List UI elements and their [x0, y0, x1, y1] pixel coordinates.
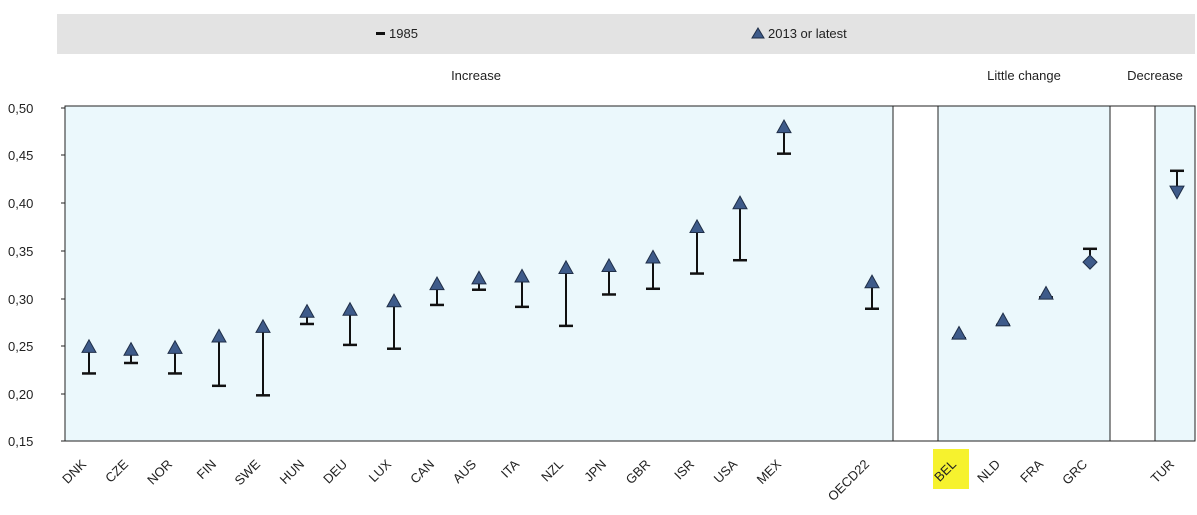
x-label-tur: TUR [1148, 457, 1177, 486]
point-bel [951, 325, 967, 340]
point-mex [776, 118, 792, 155]
marker-2013-usa [732, 195, 748, 210]
x-axis-labels: DNK CZE NOR FIN SWE HUN DEU LUX CAN AUS ITA NZL JPN G… [59, 449, 1177, 504]
point-deu [342, 301, 358, 347]
marker-2013-dnk [81, 338, 97, 353]
marker-2013-nor [167, 339, 183, 354]
marker-2013-nld [995, 312, 1011, 327]
x-label-nor: NOR [144, 457, 175, 488]
point-nzl [558, 259, 574, 328]
marker-2013-cze [123, 341, 139, 356]
point-fin [211, 328, 227, 388]
point-tur [1169, 169, 1185, 200]
point-aus [471, 270, 487, 291]
marker-2013-nzl [558, 259, 574, 274]
group-label-little-change: Little change [987, 68, 1061, 83]
x-label-oecd22: OECD22 [825, 457, 872, 504]
marker-2013-can [429, 275, 445, 291]
marker-2013-ita [514, 268, 530, 283]
x-label-grc: GRC [1059, 457, 1090, 488]
marker-2013-grc [1082, 254, 1098, 270]
group-label-decrease: Decrease [1127, 68, 1183, 83]
y-tick-label: 0,25 [8, 339, 33, 354]
y-tick-label: 0,50 [8, 101, 33, 116]
point-swe [255, 318, 271, 397]
marker-2013-gbr [645, 249, 661, 264]
legend-label-1985: 1985 [389, 26, 418, 41]
highlight-bel [933, 449, 969, 489]
y-tick-label: 0,45 [8, 148, 33, 163]
x-label-dnk: DNK [59, 456, 89, 486]
marker-2013-deu [342, 301, 358, 316]
marker-2013-tur [1169, 185, 1185, 200]
panel-little-change [937, 105, 1111, 442]
point-ita [514, 268, 530, 309]
point-cze [123, 341, 139, 365]
marker-2013-oecd22 [864, 274, 880, 289]
x-label-hun: HUN [277, 457, 308, 488]
x-label-nzl: NZL [538, 457, 566, 485]
y-axis: 0,50 0,45 0,40 0,35 0,30 0,25 0,20 0,15 [8, 101, 66, 449]
panel-gap-2 [1109, 105, 1156, 442]
point-oecd22 [864, 274, 880, 311]
group-label-increase: Increase [451, 68, 501, 83]
legend-item-2013: 2013 or latest [751, 26, 847, 41]
x-label-swe: SWE [232, 456, 264, 488]
point-jpn [601, 257, 617, 296]
y-tick-label: 0,15 [8, 434, 33, 449]
x-label-mex: MEX [754, 456, 785, 487]
marker-2013-hun [299, 303, 315, 318]
x-label-ita: ITA [498, 456, 522, 480]
x-label-deu: DEU [320, 457, 350, 487]
x-label-can: CAN [407, 457, 437, 487]
marker-2013-swe [255, 318, 271, 333]
x-label-isr: ISR [671, 457, 697, 483]
x-label-aus: AUS [450, 456, 480, 486]
x-label-lux: LUX [366, 456, 395, 485]
marker-2013-mex [776, 118, 792, 134]
point-isr [689, 218, 705, 275]
x-label-gbr: GBR [623, 457, 654, 488]
point-nld [995, 312, 1011, 327]
marker-2013-aus [471, 270, 487, 285]
panel-decrease [1154, 105, 1196, 442]
x-label-nld: NLD [974, 457, 1003, 486]
marker-2013-lux [386, 293, 402, 308]
x-label-fra: FRA [1017, 456, 1046, 485]
marker-2013-fra [1038, 285, 1054, 300]
point-fra [1038, 285, 1054, 300]
legend-band [57, 14, 1195, 54]
point-hun [299, 303, 315, 326]
point-can [429, 275, 445, 307]
x-label-usa: USA [711, 456, 741, 486]
point-lux [386, 293, 402, 350]
legend-dash-marker [376, 32, 385, 35]
marker-2013-bel [951, 325, 967, 340]
x-label-fin: FIN [194, 457, 219, 482]
y-tick-label: 0,30 [8, 292, 33, 307]
point-dnk [81, 338, 97, 375]
marker-2013-fin [211, 328, 227, 343]
panel-gap-1 [892, 105, 939, 442]
point-nor [167, 339, 183, 375]
y-tick-label: 0,40 [8, 196, 33, 211]
data-marks [81, 118, 1185, 397]
x-label-jpn: JPN [581, 457, 609, 485]
marker-2013-isr [689, 218, 705, 234]
legend-triangle-marker [751, 27, 765, 39]
y-tick-label: 0,35 [8, 244, 33, 259]
point-grc [1082, 247, 1098, 270]
point-gbr [645, 249, 661, 291]
legend-label-2013: 2013 or latest [768, 26, 847, 41]
legend-item-1985: 1985 [376, 26, 418, 41]
x-label-cze: CZE [102, 456, 131, 485]
y-tick-label: 0,20 [8, 387, 33, 402]
marker-2013-jpn [601, 257, 617, 273]
y-tick-group [61, 107, 65, 442]
point-usa [732, 195, 748, 262]
